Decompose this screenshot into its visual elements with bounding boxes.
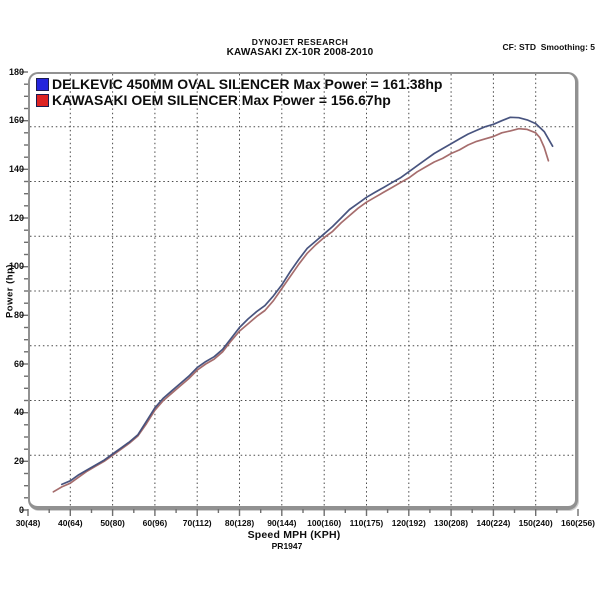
x-axis-tick-label: 70(112) bbox=[182, 518, 212, 528]
x-axis-tick-label: 160(256) bbox=[560, 518, 596, 528]
x-axis-tick-label: 80(128) bbox=[224, 518, 255, 528]
x-axis-tick-label: 140(224) bbox=[476, 518, 511, 528]
y-axis-tick-label: 80 bbox=[13, 309, 24, 320]
legend-item-delkevic: DELKEVIC 450MM OVAL SILENCER Max Power =… bbox=[36, 76, 442, 92]
vehicle-title: KAWASAKI ZX-10R 2008-2010 bbox=[226, 47, 374, 58]
y-axis-tick-label: 0 bbox=[18, 504, 24, 515]
report-title: DYNOJET RESEARCH bbox=[251, 37, 349, 47]
y-axis-tick-label: 160 bbox=[8, 115, 24, 126]
legend-item-oem: KAWASAKI OEM SILENCER Max Power = 156.67… bbox=[36, 92, 442, 108]
x-axis-tick-label: 110(175) bbox=[349, 518, 384, 528]
x-axis-tick-label: 130(208) bbox=[434, 518, 469, 528]
x-axis-tick-label: 30(48) bbox=[15, 518, 41, 528]
y-axis-tick-label: 60 bbox=[13, 358, 24, 369]
x-axis-tick-label: 150(240) bbox=[518, 518, 553, 528]
x-axis-tick-label: 100(160) bbox=[307, 518, 342, 528]
y-axis-tick-label: 120 bbox=[8, 212, 24, 223]
x-axis-title: Speed MPH (KPH) bbox=[247, 529, 341, 541]
delkevic-color-swatch-icon bbox=[36, 77, 49, 91]
y-axis-tick-label: 100 bbox=[8, 261, 24, 272]
y-axis-tick-label: 180 bbox=[8, 66, 24, 77]
x-axis-tick-label: 60(96) bbox=[142, 518, 168, 528]
legend: DELKEVIC 450MM OVAL SILENCER Max Power =… bbox=[36, 76, 442, 108]
plot-frame bbox=[28, 72, 578, 510]
y-axis-tick-label: 20 bbox=[13, 455, 24, 466]
x-axis-tick-label: 120(192) bbox=[391, 518, 426, 528]
x-axis-tick-label: 40(64) bbox=[58, 518, 83, 528]
legend-label-delkevic: DELKEVIC 450MM OVAL SILENCER Max Power =… bbox=[52, 76, 443, 92]
oem-color-swatch-icon bbox=[36, 93, 49, 107]
run-number-note: PR1947 bbox=[271, 541, 303, 551]
x-axis-tick-label: 50(80) bbox=[100, 518, 125, 528]
y-axis-tick-label: 140 bbox=[8, 163, 24, 174]
y-axis-tick-label: 40 bbox=[13, 407, 24, 418]
legend-label-oem: KAWASAKI OEM SILENCER Max Power = 156.67… bbox=[52, 92, 391, 108]
correction-smoothing-settings: CF: STD Smoothing: 5 bbox=[502, 42, 595, 52]
x-axis-tick-label: 90(144) bbox=[267, 518, 297, 528]
